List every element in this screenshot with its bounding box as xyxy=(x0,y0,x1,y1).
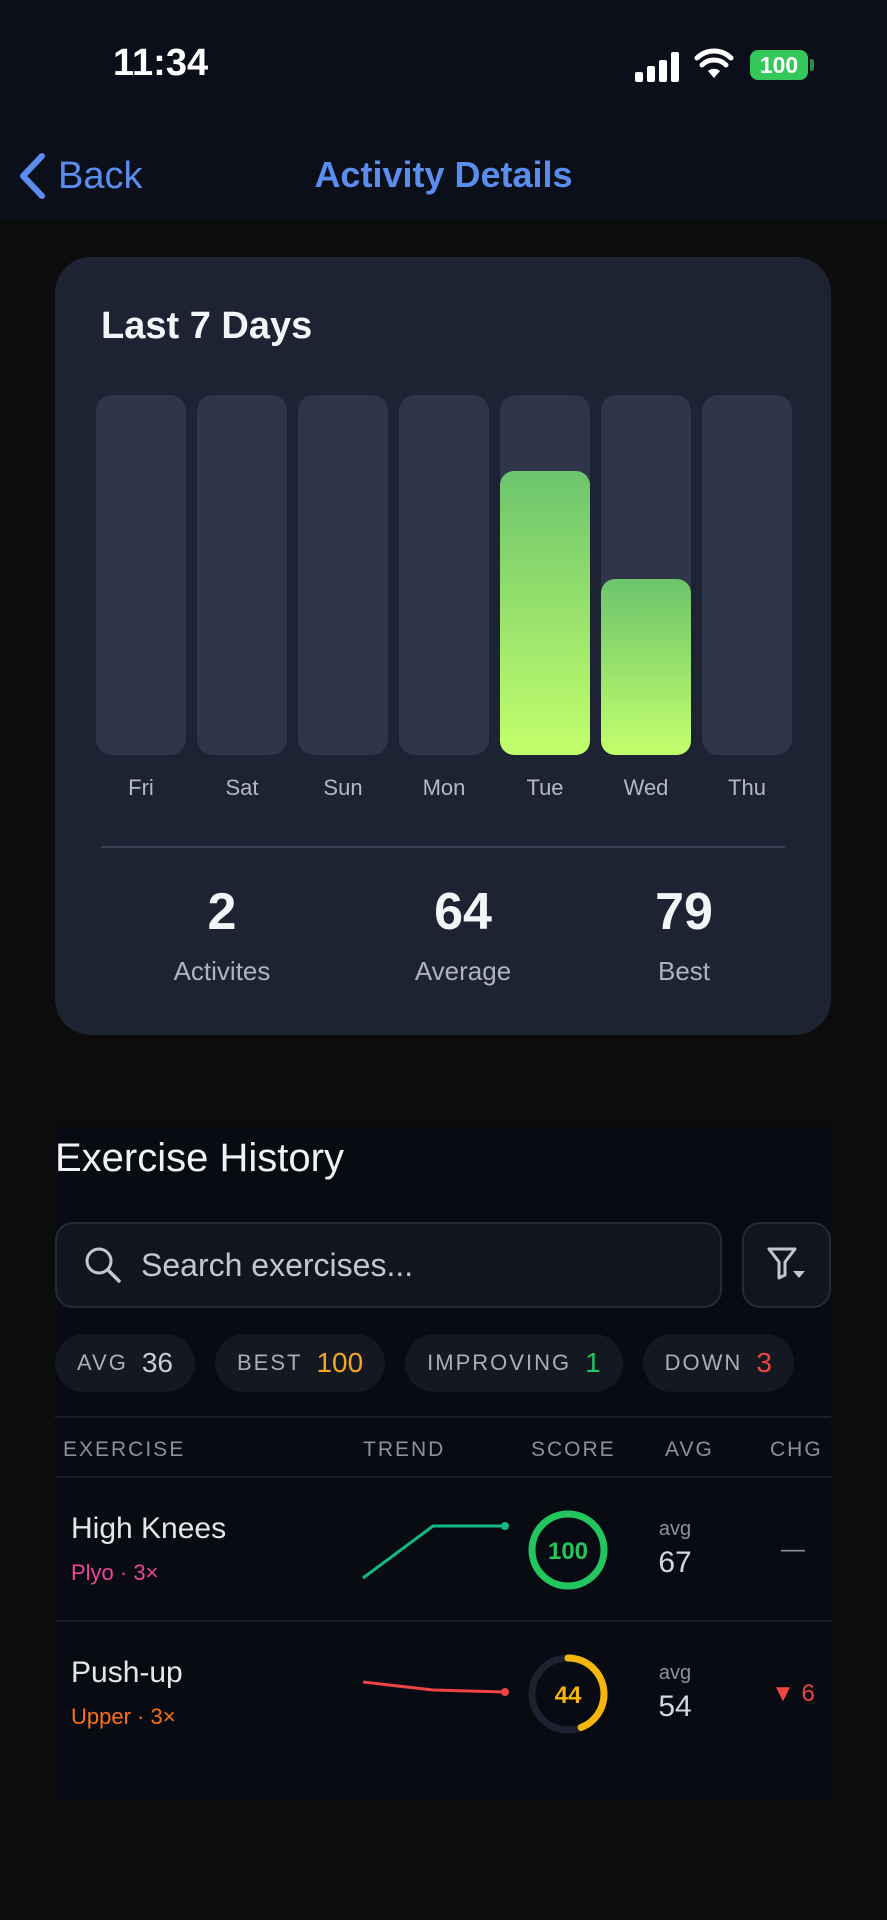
chip-down[interactable]: DOWN 3 xyxy=(642,1334,794,1392)
last-7-days-card: Last 7 Days Fri Sat Sun Mon Tue Wed Thu 2 Acti… xyxy=(55,257,831,1035)
column-header-trend[interactable]: TREND xyxy=(363,1438,446,1461)
chip-value: 100 xyxy=(316,1347,364,1378)
score-ring: 44 xyxy=(528,1654,608,1734)
bar-track-wed[interactable] xyxy=(601,395,691,755)
bar-track-mon[interactable] xyxy=(399,395,489,755)
stat-value: 64 xyxy=(434,883,492,941)
cellular-signal-icon xyxy=(635,52,681,82)
score-ring: 100 xyxy=(528,1510,608,1590)
table-row[interactable]: High Knees Plyo · 3× 100 avg 67 — xyxy=(55,1476,831,1622)
exercise-name: High Knees xyxy=(71,1512,227,1545)
column-header-chg[interactable]: CHG xyxy=(770,1438,823,1461)
stat-activities: 2 Activites xyxy=(107,882,337,987)
bar-tue xyxy=(500,470,590,755)
chip-value: 36 xyxy=(141,1347,173,1378)
trend-sparkline xyxy=(362,1680,509,1696)
bar-track-thu[interactable] xyxy=(702,395,792,755)
day-label: Wed xyxy=(623,775,669,800)
chip-value: 3 xyxy=(756,1347,772,1378)
stat-label: Activites xyxy=(173,956,271,986)
chip-best[interactable]: BEST 100 xyxy=(214,1334,386,1392)
battery-tip xyxy=(810,59,814,71)
trend-sparkline xyxy=(362,1522,509,1580)
divider xyxy=(101,846,785,848)
top-bar: 11:34 100 Back Activity Details xyxy=(0,0,887,220)
wifi-icon xyxy=(694,48,734,78)
stat-value: 2 xyxy=(207,883,237,941)
exercise-category: Upper · 3× xyxy=(71,1704,176,1729)
back-label: Back xyxy=(58,154,143,197)
filter-icon xyxy=(767,1247,805,1280)
section-title: Exercise History xyxy=(55,1136,344,1180)
stat-label: Average xyxy=(414,956,512,986)
change-value: ▼ 6 xyxy=(771,1680,815,1707)
page-title: Activity Details xyxy=(314,154,573,195)
chip-label: BEST xyxy=(236,1350,303,1375)
status-time: 11:34 xyxy=(113,42,209,84)
search-icon xyxy=(85,1247,121,1283)
chip-avg[interactable]: AVG 36 xyxy=(55,1334,195,1392)
score-value: 44 xyxy=(555,1682,582,1709)
day-label: Sun xyxy=(323,775,363,800)
battery-icon: 100 xyxy=(750,50,808,80)
filter-button[interactable] xyxy=(742,1222,831,1308)
bar-track-fri[interactable] xyxy=(96,395,186,755)
day-label: Sat xyxy=(225,775,259,800)
avg-label: avg xyxy=(658,1518,692,1540)
avg-value: 67 xyxy=(658,1546,692,1579)
back-button[interactable]: Back xyxy=(18,150,142,202)
chip-improving[interactable]: IMPROVING 1 xyxy=(405,1334,623,1392)
table-row[interactable]: Push-up Upper · 3× 44 avg 54 ▼ 6 xyxy=(55,1620,831,1766)
bar-track-sun[interactable] xyxy=(298,395,388,755)
stat-average: 64 Average xyxy=(348,882,578,987)
chip-value: 1 xyxy=(585,1347,601,1378)
stat-best: 79 Best xyxy=(569,882,799,987)
day-label: Thu xyxy=(728,775,766,800)
weekly-bar-chart: Fri Sat Sun Mon Tue Wed Thu xyxy=(55,257,831,1035)
exercise-category: Plyo · 3× xyxy=(71,1560,159,1585)
summary-chips: AVG 36 BEST 100 IMPROVING 1 DOWN 3 xyxy=(55,1334,794,1392)
exercise-history-section: Exercise History Search exercises... AVG… xyxy=(55,1126,831,1800)
exercise-name: Push-up xyxy=(71,1656,183,1689)
avg-label: avg xyxy=(658,1662,692,1684)
chip-label: DOWN xyxy=(664,1350,743,1375)
chip-label: IMPROVING xyxy=(427,1350,572,1375)
column-header-exercise[interactable]: EXERCISE xyxy=(63,1438,186,1461)
day-label: Fri xyxy=(128,775,154,800)
bar-track-sat[interactable] xyxy=(197,395,287,755)
stat-label: Best xyxy=(657,956,711,986)
search-input[interactable]: Search exercises... xyxy=(55,1222,722,1308)
column-header-avg[interactable]: AVG xyxy=(665,1438,714,1461)
stat-value: 79 xyxy=(655,883,713,941)
bar-wed xyxy=(601,578,691,755)
avg-value: 54 xyxy=(658,1690,692,1723)
day-label: Mon xyxy=(422,775,466,800)
chip-label: AVG xyxy=(77,1350,128,1375)
day-label: Tue xyxy=(526,775,564,800)
bar-track-tue[interactable] xyxy=(500,395,590,755)
card-title: Last 7 Days xyxy=(101,305,313,347)
column-header-score[interactable]: SCORE xyxy=(531,1438,616,1461)
chevron-left-icon xyxy=(20,153,45,199)
search-placeholder: Search exercises... xyxy=(141,1246,414,1283)
table-top-divider xyxy=(55,1416,831,1418)
change-value: — xyxy=(781,1536,805,1563)
score-value: 100 xyxy=(548,1538,588,1565)
